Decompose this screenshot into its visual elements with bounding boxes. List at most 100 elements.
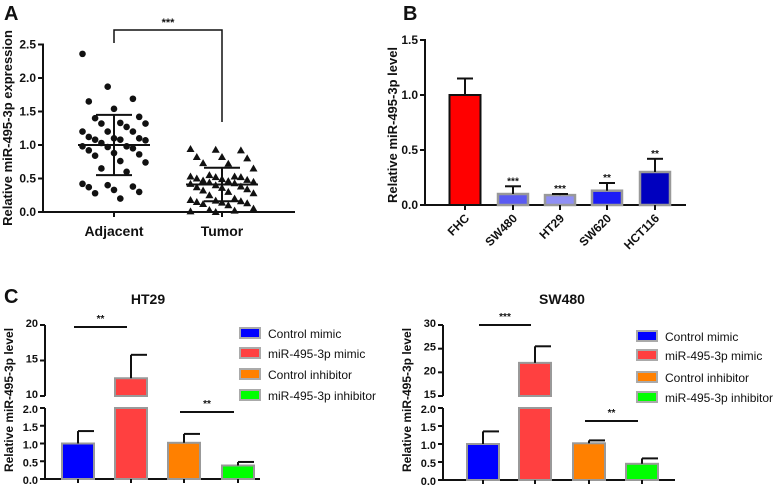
y-tick-label: 10 (26, 389, 38, 401)
chart-a-scatter: 0.0 0.5 1.0 1.5 2.0 2.5 Relative miR-495-3p ex… (0, 17, 295, 239)
y-axis-label: Relative miR-495-3p expression (0, 30, 15, 226)
y-tick-label: 1.5 (401, 33, 418, 47)
bar-mir-495-3p-inhibitor (221, 464, 255, 481)
data-point-adjacent (85, 147, 93, 154)
significance-label: ** (608, 408, 616, 419)
data-point-adjacent (104, 128, 111, 135)
data-point-adjacent (135, 188, 143, 196)
data-point-tumor (186, 195, 195, 203)
data-point-adjacent (117, 136, 124, 143)
data-point-adjacent (129, 95, 137, 103)
legend-swatch (636, 391, 658, 403)
data-point-adjacent (142, 159, 149, 166)
legend-swatch (239, 327, 261, 339)
bar-mir-495-3p-mimic-upper (114, 377, 148, 397)
y-tick-label: 1.0 (401, 88, 418, 102)
bar-mir-495-3p-inhibitor (625, 462, 659, 481)
data-point-adjacent (129, 183, 137, 190)
data-point-tumor (199, 176, 208, 184)
data-point-tumor (224, 201, 233, 209)
legend-label: miR-495-3p mimic (665, 349, 762, 363)
bar-control-mimic (61, 442, 95, 480)
y-tick-label: 20 (424, 365, 436, 377)
data-point-tumor (192, 183, 201, 191)
data-point-adjacent (104, 181, 111, 189)
data-point-tumor (199, 159, 208, 167)
chart-title: SW480 (539, 291, 585, 307)
significance-label: ** (603, 173, 611, 184)
y-tick-label: 0.5 (401, 143, 418, 157)
y-tick-label: 0.0 (19, 205, 36, 219)
data-point-tumor (211, 173, 220, 181)
significance-label: ** (203, 399, 211, 410)
y-tick-label: 15 (26, 354, 38, 366)
data-point-tumor (186, 172, 195, 180)
data-point-tumor (249, 204, 258, 212)
data-point-adjacent (110, 186, 118, 194)
data-point-adjacent (123, 123, 130, 131)
data-point-tumor (236, 182, 245, 190)
y-axis-label: Relative miR-495-3p level (400, 328, 414, 472)
legend-swatch (239, 389, 261, 401)
data-point-adjacent (135, 113, 143, 121)
data-point-tumor (186, 207, 195, 215)
significance-label: ** (97, 314, 105, 325)
chart-c-ht29: HT29 Relative miR-495-3p level 0.0 0.5 1.0 1.… (2, 291, 376, 485)
y-tick-label: 20 (26, 318, 38, 330)
significance-bracket (113, 29, 223, 122)
significance-label: *** (554, 184, 566, 195)
data-point-tumor (249, 177, 258, 185)
data-point-adjacent (91, 114, 99, 122)
data-point-tumor (186, 145, 195, 153)
data-point-adjacent (85, 183, 93, 191)
data-point-adjacent (98, 165, 105, 172)
chart-title: HT29 (131, 291, 165, 307)
legend-label: miR-495-3p inhibitor (268, 389, 376, 403)
data-point-adjacent (85, 98, 93, 105)
data-point-tumor (243, 185, 252, 193)
y-tick-label: 0.0 (401, 198, 418, 212)
significance-label: ** (651, 149, 659, 160)
data-point-tumor (211, 208, 220, 215)
data-point-tumor (218, 153, 226, 161)
y-tick-label: 1.5 (19, 105, 36, 119)
data-point-tumor (205, 205, 214, 213)
significance-label: *** (507, 176, 519, 187)
x-tick-label: FHC (445, 211, 473, 239)
chart-c-sw480: SW480 Relative miR-495-3p level 0.0 0.5 1.0 1… (400, 291, 773, 485)
y-axis-label: Relative miR-495-3p level (2, 328, 16, 472)
legend-label: Control inhibitor (665, 371, 749, 385)
data-point-tumor (192, 153, 201, 161)
data-point-adjacent (98, 120, 105, 127)
data-point-adjacent (79, 50, 86, 58)
x-tick-label: HCT116 (621, 211, 662, 252)
data-point-tumor (243, 175, 252, 183)
legend-swatch (239, 368, 261, 380)
y-tick-label: 2.0 (19, 71, 36, 85)
data-point-tumor (211, 145, 220, 153)
data-point-tumor (249, 189, 258, 197)
bar-hct116 (638, 170, 672, 207)
data-point-adjacent (117, 195, 124, 202)
bar-mir-495-3p-mimic-upper (518, 361, 552, 398)
legend-label: miR-495-3p mimic (268, 347, 365, 361)
y-tick-label: 15 (424, 389, 436, 401)
significance-label: *** (162, 17, 176, 29)
y-tick-label: 2.5 (19, 38, 36, 52)
x-tick-label: Adjacent (84, 223, 143, 239)
data-point-tumor (224, 187, 233, 195)
legend-label: Control mimic (268, 327, 341, 341)
data-point-adjacent (79, 180, 86, 188)
data-point-adjacent (91, 189, 99, 197)
y-tick-label: 0.0 (23, 475, 38, 485)
panel-label-a: A (4, 3, 18, 25)
y-tick-label: 1.5 (23, 422, 38, 434)
y-tick-label: 1.5 (421, 422, 436, 434)
legend-swatch (636, 349, 658, 361)
data-point-adjacent (91, 152, 99, 160)
legend-label: Control mimic (665, 330, 738, 344)
y-tick-label: 2.0 (421, 404, 436, 416)
y-tick-label: 0.0 (421, 476, 436, 485)
bar-fhc (448, 94, 482, 206)
